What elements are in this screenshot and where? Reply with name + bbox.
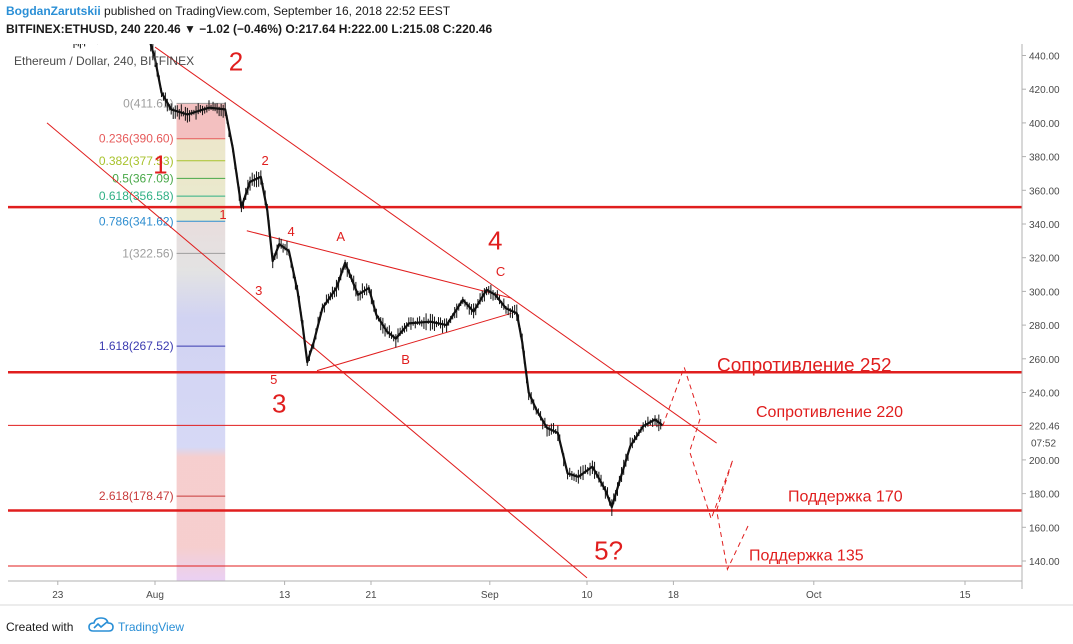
price-tick-label: 420.00 [1029, 85, 1060, 96]
last-price-label: 220.46 [1029, 421, 1060, 432]
price-tick-label: 340.00 [1029, 220, 1060, 231]
price-tick-label: 180.00 [1029, 490, 1060, 501]
tradingview-brand[interactable]: TradingView [118, 620, 185, 634]
fib-level-label: 2.618(178.47) [99, 489, 174, 503]
price-tick-label: 360.00 [1029, 186, 1060, 197]
price-tick-label: 200.00 [1029, 456, 1060, 467]
publish-text: published on TradingView.com, September … [104, 4, 451, 18]
time-tick-label: 13 [279, 590, 291, 601]
wave-label: 5 [270, 372, 277, 387]
time-tick-label: 18 [668, 590, 680, 601]
price-tick-label: 300.00 [1029, 287, 1060, 298]
wave-label: 3 [272, 389, 286, 419]
fib-level-label: 0.236(390.60) [99, 132, 174, 146]
time-tick-label: 15 [959, 590, 971, 601]
created-with-text: Created with [6, 620, 74, 634]
tradingview-cloud-icon[interactable] [88, 617, 114, 635]
time-tick-label: Aug [146, 590, 164, 601]
fib-zone-mid [176, 138, 226, 222]
wave-label: 4 [287, 224, 294, 239]
fib-level-label: 1.618(267.52) [99, 339, 174, 353]
wave-label: 5? [594, 535, 623, 565]
wave-label: 2 [262, 153, 269, 168]
publish-info: BogdanZarutskii published on TradingView… [6, 4, 450, 18]
fib-level-label: 0(411.61) [123, 96, 173, 110]
time-tick-label: 21 [365, 590, 377, 601]
time-tick-label: 23 [52, 590, 64, 601]
time-tick-label: Oct [806, 590, 822, 601]
plot-area: 0(411.61) 0.236(390.60) 0.382(377.53) 0.5(3… [8, 44, 1022, 581]
time-tick-label: Sep [481, 590, 499, 601]
fib-level-label: 0.5(367.09) [112, 171, 173, 185]
symbol-info: BITFINEX:ETHUSD, 240 220.46 ▼ −1.02 (−0.… [6, 22, 493, 36]
wave-label: A [336, 229, 345, 244]
wave-label: 2 [229, 47, 243, 77]
level-label: Поддержка 135 [749, 547, 864, 564]
price-tick-label: 400.00 [1029, 119, 1060, 130]
price-tick-label: 240.00 [1029, 389, 1060, 400]
wave-label: 1 [219, 207, 226, 222]
trend-line [46, 122, 588, 579]
price-tick-label: 320.00 [1029, 254, 1060, 265]
countdown-label: 07:52 [1031, 438, 1056, 449]
price-tick-label: 260.00 [1029, 355, 1060, 366]
level-label: Сопротивление 252 [717, 355, 892, 376]
wave-label: C [496, 264, 505, 279]
wave-label: 3 [255, 283, 262, 298]
fib-level-label: 0.786(341.62) [99, 214, 174, 228]
price-tick-label: 380.00 [1029, 153, 1060, 164]
trend-line [154, 46, 717, 444]
time-tick-label: 10 [581, 590, 593, 601]
wave-label: 1 [153, 149, 167, 179]
fib-level-label: 0.382(377.53) [99, 154, 174, 168]
author-link[interactable]: BogdanZarutskii [6, 4, 101, 18]
price-series-line [149, 44, 664, 509]
level-label: Поддержка 170 [788, 488, 903, 505]
series-title: Ethereum / Dollar, 240, BITFINEX [14, 54, 194, 68]
price-tick-label: 280.00 [1029, 321, 1060, 332]
fib-level-label: 0.618(356.58) [99, 189, 174, 203]
price-tick-label: 160.00 [1029, 523, 1060, 534]
trend-line [246, 230, 512, 299]
wave-label: 4 [488, 225, 502, 255]
fib-level-label: 1(322.56) [122, 246, 173, 260]
wave-label: B [401, 352, 410, 367]
wave-projection-path [662, 365, 750, 572]
candle-wicks [73, 44, 662, 516]
price-tick-label: 440.00 [1029, 52, 1060, 63]
chart-header: BogdanZarutskii published on TradingView… [0, 0, 1073, 44]
trend-line [316, 312, 512, 372]
level-label: Сопротивление 220 [756, 404, 903, 421]
price-tick-label: 140.00 [1029, 557, 1060, 568]
chart-footer: Created with TradingView [0, 612, 1073, 644]
